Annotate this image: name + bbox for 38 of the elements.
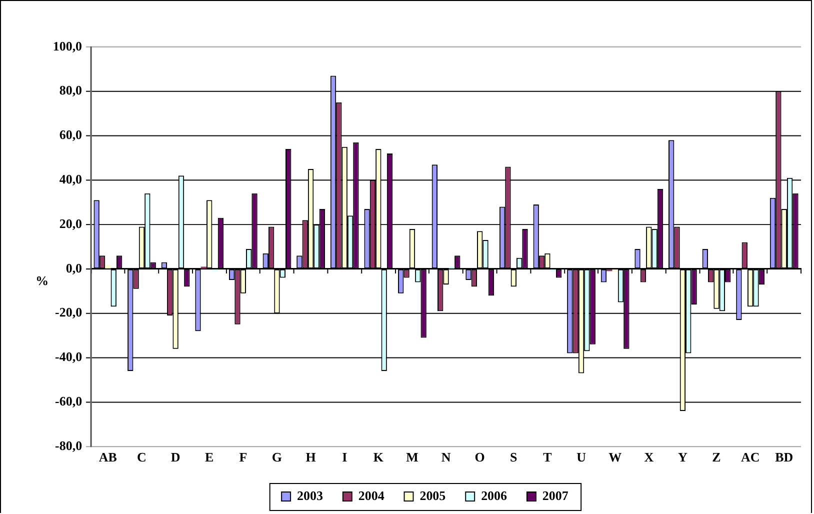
- legend-label: 2006: [481, 488, 508, 503]
- x-tick-label: K: [373, 450, 384, 465]
- x-tick-label: C: [137, 450, 146, 465]
- y-tick-label: 0,0: [66, 260, 82, 276]
- y-tick-label: -60,0: [55, 393, 82, 408]
- legend-label: 2004: [358, 488, 385, 503]
- x-tick-label: AC: [740, 450, 760, 465]
- x-tick-label: AB: [98, 450, 118, 465]
- x-tick-label: G: [272, 450, 282, 465]
- x-tick-label: BD: [775, 450, 794, 465]
- y-tick-label: 100,0: [52, 38, 82, 54]
- y-tick-label: 60,0: [59, 127, 82, 142]
- x-tick-label: I: [342, 450, 348, 465]
- x-tick-label: S: [510, 450, 518, 465]
- x-tick-label: X: [644, 450, 654, 465]
- x-tick-label: N: [441, 450, 452, 465]
- y-tick-label: 40,0: [59, 171, 82, 186]
- y-tick-label: -40,0: [55, 349, 82, 364]
- y-tick-label: -80,0: [55, 438, 82, 453]
- x-tick-label: U: [576, 450, 587, 465]
- x-tick-label: H: [306, 450, 316, 465]
- legend-label: 2003: [297, 488, 324, 503]
- x-tick-label: F: [239, 450, 248, 465]
- legend-label: 2007: [542, 488, 569, 503]
- x-tick-label: Z: [712, 450, 721, 465]
- y-tick-label: 20,0: [59, 216, 82, 231]
- y-tick-label: 80,0: [59, 82, 82, 98]
- bar: [105, 264, 111, 268]
- x-tick-label: E: [205, 450, 214, 465]
- x-tick-label: T: [543, 450, 552, 465]
- y-tick-label: -20,0: [55, 304, 82, 320]
- x-tick-label: W: [608, 450, 622, 465]
- x-tick-label: D: [170, 450, 180, 465]
- y-axis-title: %: [36, 273, 49, 288]
- x-tick-label: M: [406, 450, 418, 465]
- x-tick-label: O: [474, 450, 485, 465]
- legend-label: 2005: [420, 488, 446, 503]
- x-tick-label: Y: [678, 450, 688, 465]
